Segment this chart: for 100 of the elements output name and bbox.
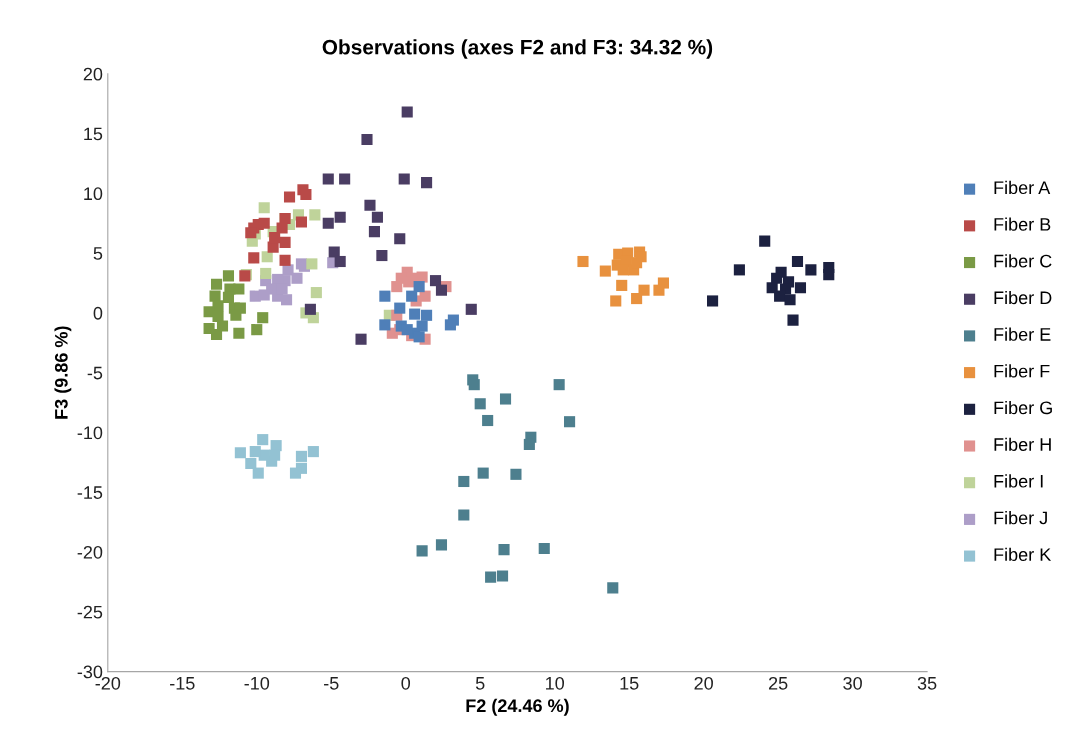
- legend-label: Fiber B: [994, 217, 1051, 231]
- point: [391, 281, 403, 293]
- point: [577, 255, 589, 268]
- point: [485, 571, 497, 583]
- point: [309, 209, 321, 221]
- point: [210, 328, 223, 340]
- point: [413, 281, 425, 293]
- point: [248, 252, 260, 264]
- point: [258, 289, 270, 301]
- point: [245, 458, 257, 470]
- x-tick-label: 35: [917, 676, 937, 690]
- x-tick-label: -5: [324, 677, 339, 690]
- point: [276, 222, 288, 234]
- point: [269, 449, 281, 461]
- point: [791, 255, 804, 268]
- x-tick-label: 25: [768, 676, 788, 690]
- point: [291, 272, 303, 284]
- y-tick-label: 10: [84, 187, 103, 201]
- legend-label: Fiber F: [994, 364, 1050, 378]
- point: [401, 106, 413, 118]
- point: [295, 450, 307, 462]
- point: [458, 475, 470, 488]
- point: [281, 294, 293, 306]
- point: [499, 393, 512, 405]
- legend-label: Fiber J: [994, 511, 1047, 525]
- x-tick-label: -15: [170, 677, 195, 690]
- y-tick-label: 15: [84, 127, 103, 141]
- point: [435, 539, 448, 551]
- point: [361, 134, 373, 146]
- point: [510, 468, 522, 480]
- point: [429, 275, 442, 287]
- point: [458, 509, 470, 521]
- point: [496, 570, 509, 582]
- point: [394, 302, 406, 314]
- x-tick-label: 20: [694, 676, 713, 690]
- legend-label: Fiber E: [994, 327, 1051, 341]
- x-tick-label: 10: [546, 676, 565, 690]
- point: [379, 319, 391, 331]
- point: [279, 254, 291, 266]
- point: [222, 291, 235, 303]
- point: [421, 309, 433, 321]
- point: [631, 257, 643, 269]
- legend-label: Fiber K: [994, 547, 1052, 561]
- point: [564, 416, 576, 428]
- point: [419, 290, 431, 302]
- point: [421, 177, 433, 189]
- y-tick-label: -25: [77, 605, 103, 619]
- point: [631, 293, 643, 305]
- point: [805, 264, 817, 276]
- point: [258, 202, 270, 214]
- point: [322, 173, 334, 185]
- point: [368, 226, 380, 238]
- y-tick-label: -15: [77, 486, 103, 499]
- point: [212, 310, 224, 323]
- point: [759, 235, 771, 247]
- legend-label: Fiber G: [994, 400, 1052, 415]
- point: [339, 173, 351, 185]
- point: [599, 265, 611, 277]
- legend-label: Fiber I: [994, 474, 1043, 488]
- point: [210, 278, 223, 290]
- point: [653, 284, 665, 296]
- point: [295, 216, 307, 228]
- point: [245, 227, 257, 239]
- point: [416, 545, 428, 557]
- point: [257, 312, 269, 324]
- x-tick-label: 15: [620, 677, 639, 690]
- y-tick-label: -5: [87, 366, 103, 380]
- point: [307, 446, 319, 458]
- x-tick-label: 0: [401, 676, 411, 690]
- point: [477, 467, 489, 479]
- point: [638, 284, 650, 296]
- point: [222, 270, 235, 282]
- point: [394, 233, 406, 245]
- point: [328, 246, 340, 258]
- point: [766, 282, 778, 294]
- point: [257, 434, 269, 446]
- point: [406, 290, 418, 302]
- legend-label: Fiber C: [994, 254, 1052, 268]
- point: [233, 283, 245, 295]
- point: [444, 319, 456, 331]
- point: [823, 269, 835, 281]
- y-axis-title: F3 (9.86 %): [54, 326, 72, 419]
- point: [498, 544, 510, 556]
- point: [371, 211, 383, 223]
- point: [300, 189, 312, 201]
- point: [616, 279, 628, 291]
- point: [733, 264, 745, 276]
- point: [364, 199, 376, 211]
- point: [538, 542, 550, 554]
- x-tick-label: 30: [843, 676, 862, 690]
- y-tick-label: -10: [77, 426, 103, 440]
- point: [289, 467, 302, 479]
- legend-label: Fiber H: [994, 437, 1051, 451]
- y-tick-label: -20: [77, 545, 103, 559]
- point: [270, 440, 282, 452]
- point: [379, 290, 391, 302]
- point: [553, 379, 565, 391]
- point: [322, 217, 334, 229]
- point: [260, 267, 272, 280]
- y-tick-label: 0: [93, 306, 103, 320]
